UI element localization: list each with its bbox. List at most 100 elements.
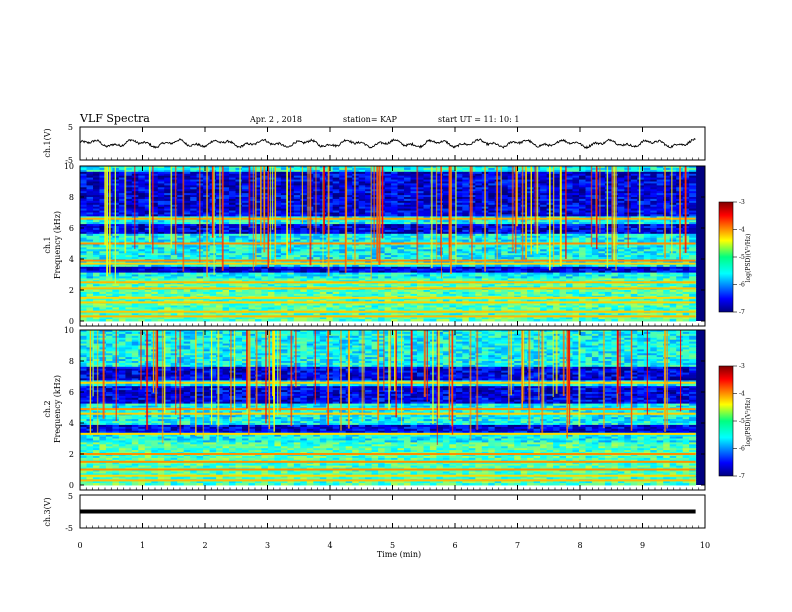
spectrogram-cell — [553, 195, 561, 198]
spectrogram-cell — [313, 197, 321, 200]
spectrogram-cell — [384, 226, 392, 229]
spectrogram-cell — [183, 173, 191, 177]
spectrogram-cell — [404, 187, 411, 190]
spectrogram-cell — [488, 177, 496, 180]
spectrogram-cell — [378, 183, 386, 186]
spectrogram-cell — [455, 220, 463, 223]
spectrogram-cell — [637, 208, 645, 211]
spectrogram-cell — [656, 166, 664, 169]
spectrogram-cell — [669, 200, 677, 204]
spectrogram-cell — [488, 191, 496, 194]
spectrogram-cell — [248, 204, 256, 208]
spectrogram-cell — [339, 197, 347, 200]
spectrogram-cell — [222, 191, 230, 194]
spectrogram-cell — [436, 167, 444, 171]
spectrogram-cell — [553, 177, 561, 180]
spectrogram-cell — [384, 202, 392, 206]
spectrogram-cell — [449, 197, 457, 200]
spectrogram-cell — [540, 185, 548, 188]
spectrogram-cell — [617, 216, 625, 219]
spectrogram-cell — [501, 198, 509, 202]
spectrogram-cell — [553, 173, 561, 177]
spectrogram-cell — [80, 214, 87, 217]
spectrogram-cell — [462, 198, 470, 202]
spectrogram-cell — [80, 200, 87, 204]
spectrogram-cell — [93, 204, 100, 208]
spectrogram-cell — [689, 177, 697, 180]
spectrogram-cell — [99, 210, 107, 213]
spectrogram-cell — [274, 173, 282, 177]
spectrogram-cell — [663, 183, 671, 186]
spectrogram-cell — [125, 191, 133, 194]
spectrogram-cell — [235, 193, 243, 196]
spectrogram-cell — [86, 189, 94, 192]
spectrogram-cell — [384, 191, 392, 194]
spectrogram-cell — [229, 204, 236, 208]
spectrogram-cell — [235, 220, 243, 223]
spectrogram-cell — [449, 181, 457, 184]
spectrogram-cell — [190, 171, 198, 175]
spectrogram-cell — [585, 224, 593, 227]
spectrogram-cell — [352, 169, 360, 173]
spectrogram-cell — [488, 187, 496, 190]
spectrogram-cell — [157, 200, 165, 204]
spectrogram-cell — [190, 208, 198, 211]
spectrogram-cell — [417, 202, 424, 206]
spectrogram-cell — [397, 216, 405, 219]
spectrogram-cell — [93, 210, 100, 213]
spectrogram-cell — [378, 197, 386, 200]
spectrogram-cell — [410, 214, 418, 217]
spectrogram-cell — [598, 200, 606, 204]
spectrogram-cell — [449, 167, 457, 171]
spectrogram-cell — [604, 202, 612, 206]
spectrogram-cell — [585, 185, 593, 188]
spectrogram-cell — [650, 200, 658, 204]
spectrogram-cell — [507, 224, 515, 227]
spectrogram-cell — [332, 166, 340, 169]
spectrogram-cell — [585, 189, 593, 192]
spectrogram-cell — [229, 167, 236, 171]
spectrogram-cell — [449, 202, 457, 206]
spectrogram-cell — [572, 210, 580, 213]
spectrogram-cell — [520, 206, 528, 210]
spectrogram-cell — [345, 175, 353, 179]
spectrogram-cell — [507, 208, 515, 211]
spectrogram-cell — [332, 175, 340, 179]
spectrogram-cell — [656, 169, 664, 173]
spectrogram-cell — [280, 167, 288, 171]
spectrogram-cell — [591, 204, 599, 208]
spectrogram-cell — [365, 193, 373, 196]
spectrogram-cell — [455, 169, 463, 173]
spectrogram-cell — [404, 200, 411, 204]
spectrogram-cell — [630, 226, 638, 229]
spectrogram-cell — [507, 177, 515, 180]
spectrogram-cell — [157, 179, 165, 182]
spectrogram-cell — [313, 222, 321, 225]
spectrogram-cell — [313, 220, 321, 223]
spectrogram-cell — [617, 206, 625, 210]
spectrogram-cell — [183, 193, 191, 196]
spectrogram-cell — [514, 226, 522, 229]
spectrogram-cell — [157, 204, 165, 208]
spectrogram-cell — [144, 224, 152, 227]
spectrogram-cell — [488, 212, 496, 215]
spectrogram-cell — [391, 185, 399, 188]
spectrogram-cell — [339, 228, 347, 231]
spectrogram-cell — [442, 226, 450, 229]
spectrogram-cell — [138, 222, 146, 225]
spectrogram-cell — [144, 197, 152, 200]
spectrogram-cell — [507, 193, 515, 196]
spectrogram-cell — [170, 183, 178, 186]
spectrogram-cell — [449, 198, 457, 202]
spectrogram-cell — [391, 224, 399, 227]
spectrogram-cell — [222, 214, 230, 217]
spectrogram-cell — [462, 212, 470, 215]
spectrogram-cell — [423, 169, 431, 173]
spectrogram-cell — [436, 173, 444, 177]
spectrogram-cell — [339, 189, 347, 192]
spectrogram-cell — [86, 175, 94, 179]
spectrogram-cell — [689, 193, 697, 196]
spectrogram-cell — [170, 167, 178, 171]
spectrogram-cell — [442, 181, 450, 184]
spectrogram-cell — [397, 200, 405, 204]
